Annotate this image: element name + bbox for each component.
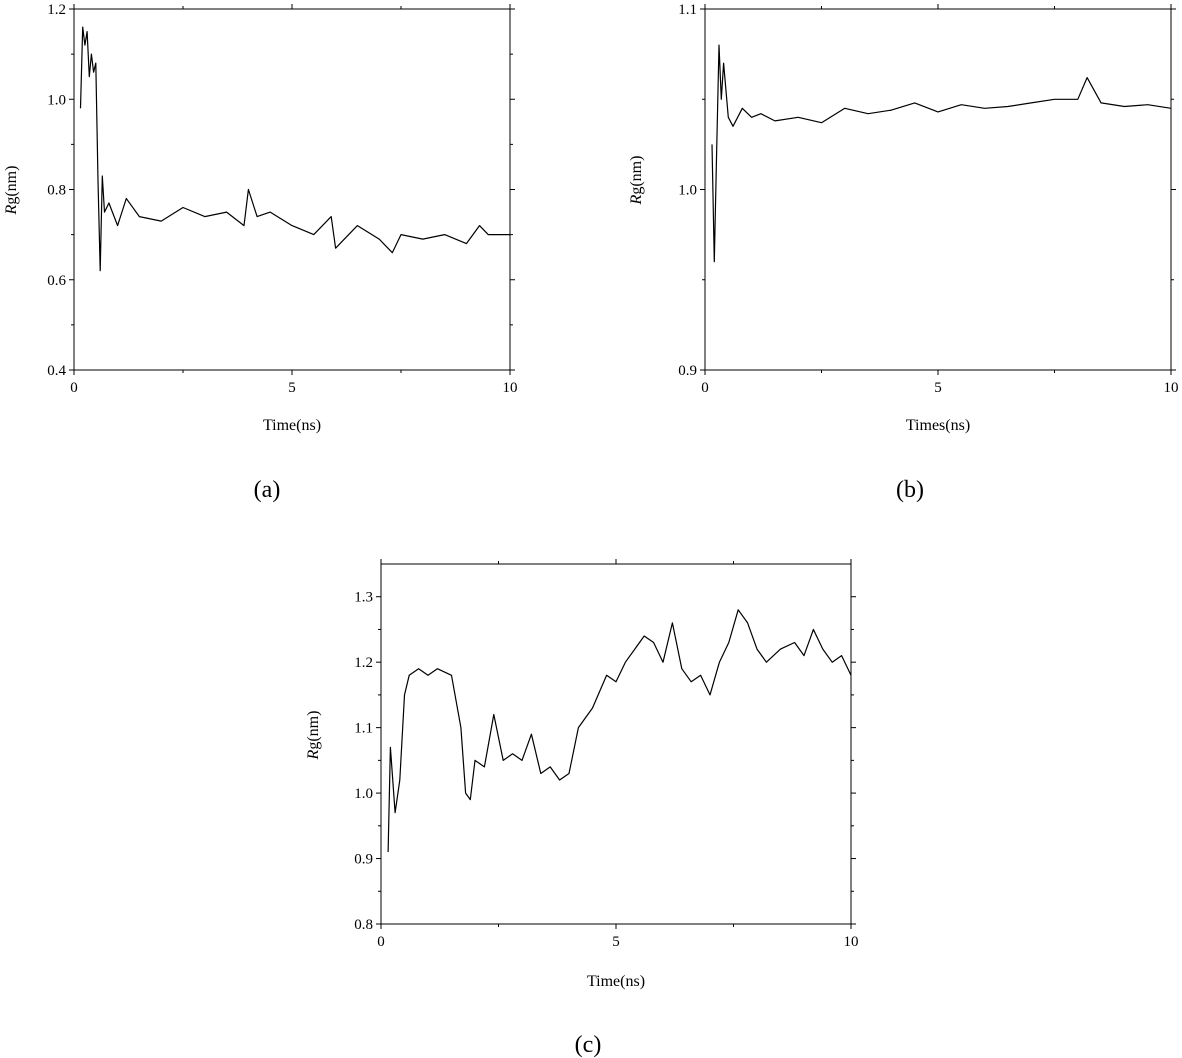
panel-b-x-tick-label: 0 [701, 380, 709, 396]
panel-b-x-tick-label: 5 [934, 380, 942, 396]
panel-b-x-axis-title: Times(ns) [906, 417, 970, 434]
panel-a-x-tick-label: 10 [503, 380, 518, 396]
panel-c-x-axis-title: Time(ns) [587, 973, 645, 990]
panel-b-plot-frame [704, 8, 1172, 371]
panel-a-x-axis-title: Time(ns) [263, 417, 321, 434]
panel-c-x-tick-label: 10 [844, 934, 859, 950]
panel-a-y-tick-label: 1.0 [47, 92, 66, 108]
panel-a-y-tick-label: 0.4 [47, 363, 66, 379]
panel-c-y-tick-label: 0.9 [354, 852, 373, 868]
panel-b-y-tick-label: 1.0 [678, 183, 697, 199]
panel-b-y-tick-label: 1.1 [678, 2, 697, 18]
panel-c: (c) Time(ns) Rg(nm) 0 5 10 0.8 0.9 1.0 1.1 1.2 1… [305, 559, 859, 1058]
panel-c-y-axis-title-italic: R [305, 749, 322, 760]
panel-a-y-axis-title-italic: R [3, 204, 20, 215]
panel-a-x-tick-label: 5 [288, 380, 296, 396]
panel-b-y-axis-title: Rg(nm) [628, 156, 645, 206]
panel-a-y-tick-label: 0.8 [47, 183, 66, 199]
panel-a-x-tick-label: 0 [70, 380, 78, 396]
panel-a-y-tick-label: 1.2 [47, 2, 66, 18]
panel-b-x-tick-label: 10 [1164, 380, 1179, 396]
panel-b-label: (b) [896, 477, 924, 503]
panel-a-y-tick-label: 0.6 [47, 273, 66, 289]
panel-c-x-tick-label: 5 [612, 934, 620, 950]
panel-a-series-line [79, 26, 510, 272]
panel-b-y-axis-title-rest: g(nm) [628, 156, 645, 195]
panel-a: (a) Time(ns) Rg(nm) 0 5 10 0.4 0.6 0.8 1.0 1.2 [3, 2, 518, 503]
panel-c-y-tick-label: 1.1 [354, 721, 373, 737]
panel-c-series-line [387, 609, 852, 853]
panel-b-series-line [711, 44, 1172, 263]
panel-c-y-tick-label: 1.2 [354, 655, 373, 671]
panel-a-y-axis-title: Rg(nm) [3, 166, 20, 216]
panel-c-y-tick-label: 1.0 [354, 786, 373, 802]
panel-b-y-axis-title-italic: R [628, 194, 645, 205]
panel-a-label: (a) [254, 477, 281, 503]
panel-a-y-axis-title-rest: g(nm) [3, 166, 20, 205]
panel-c-plot-frame [380, 563, 852, 925]
panel-c-y-tick-label: 0.8 [354, 917, 373, 933]
panel-c-y-tick-label: 1.3 [354, 590, 373, 606]
panel-a-plot-frame [73, 8, 511, 371]
panel-c-x-tick-label: 0 [377, 934, 385, 950]
panel-c-label: (c) [575, 1032, 602, 1058]
panel-c-y-axis-title: Rg(nm) [305, 711, 322, 761]
panel-b: (b) Times(ns) Rg(nm) 0 5 10 0.9 1.0 1.1 [628, 2, 1179, 503]
panel-c-y-axis-title-rest: g(nm) [305, 711, 322, 750]
panel-b-y-tick-label: 0.9 [678, 363, 697, 379]
